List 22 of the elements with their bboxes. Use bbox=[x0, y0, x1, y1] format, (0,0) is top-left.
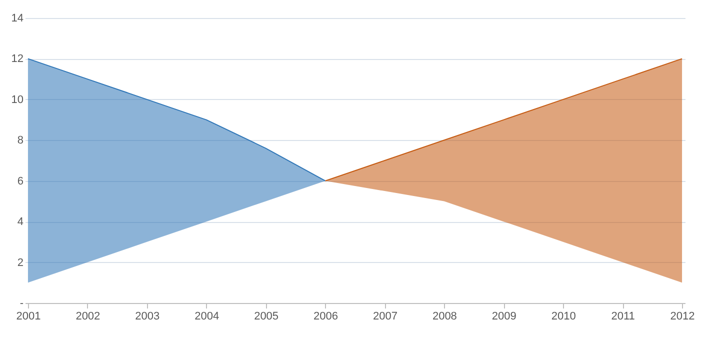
y-tick-label: 8 bbox=[17, 134, 24, 147]
x-tick-label: 2004 bbox=[194, 310, 220, 322]
x-tick-label: 2009 bbox=[492, 310, 516, 322]
y-tick-label: 12 bbox=[11, 53, 24, 66]
x-tick-label: 2003 bbox=[135, 310, 160, 322]
y-tick-label: 10 bbox=[11, 94, 24, 106]
y-tick-label: - bbox=[20, 298, 24, 310]
x-tick-label: 2008 bbox=[432, 310, 457, 322]
x-tick-label: 2002 bbox=[76, 310, 100, 322]
y-tick-label: 14 bbox=[11, 12, 24, 24]
y-tick-label: 6 bbox=[17, 175, 24, 188]
x-tick-label: 2010 bbox=[551, 310, 576, 322]
line-series bbox=[324, 58, 683, 182]
y-tick-label: 2 bbox=[17, 256, 24, 269]
x-tick-label: 2011 bbox=[611, 310, 635, 322]
x-tick-label: 2007 bbox=[372, 310, 398, 322]
y-tick-label: 4 bbox=[17, 216, 24, 228]
line-series bbox=[27, 58, 326, 182]
x-tick-label: 2001 bbox=[16, 310, 41, 322]
x-tick-label: 2006 bbox=[314, 310, 338, 322]
x-tick-label: 2012 bbox=[670, 310, 695, 322]
x-tick-label: 2005 bbox=[254, 310, 279, 322]
